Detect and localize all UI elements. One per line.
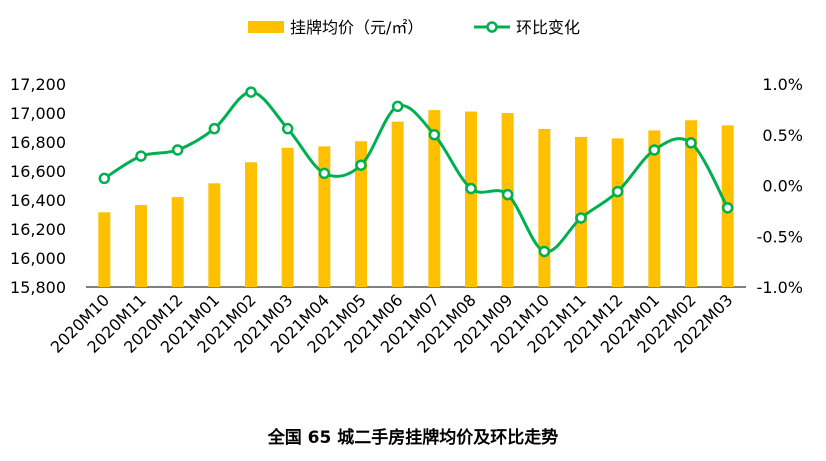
bar — [391, 121, 404, 287]
y-left-tick-label: 17,200 — [10, 75, 66, 94]
chart-title: 全国 65 城二手房挂牌均价及环比走势 — [267, 427, 559, 448]
line-marker — [538, 245, 551, 258]
line-marker — [318, 167, 331, 180]
bar — [648, 130, 661, 287]
y-right-tick-label: -0.5% — [757, 227, 803, 246]
line-marker — [208, 122, 221, 135]
bar-series — [98, 110, 734, 287]
legend-line-label: 环比变化 — [516, 18, 580, 37]
bar — [245, 162, 257, 287]
y-left-tick-label: 16,600 — [10, 162, 66, 181]
bar — [428, 110, 441, 287]
line-marker — [465, 182, 477, 195]
bar — [98, 212, 111, 287]
line-marker — [355, 159, 367, 171]
line-marker — [501, 188, 514, 201]
line-marker — [611, 185, 624, 198]
bar — [171, 197, 184, 287]
legend-bar-swatch — [248, 21, 284, 33]
line-marker — [281, 122, 294, 135]
line-marker — [721, 202, 734, 214]
y-right-tick-label: -1.0% — [757, 278, 803, 297]
line-marker — [575, 212, 587, 224]
bar — [611, 138, 624, 287]
legend-bar-label: 挂牌均价（元/㎡） — [290, 18, 423, 37]
bar — [208, 183, 221, 287]
y-left-tick-label: 16,800 — [10, 133, 66, 152]
line-marker — [98, 172, 111, 185]
bar — [355, 141, 367, 287]
legend: 挂牌均价（元/㎡） 环比变化 — [248, 18, 580, 37]
y-left-tick-label: 16,000 — [10, 249, 66, 268]
line-marker — [171, 144, 184, 156]
y-right-tick-label: 1.0% — [762, 75, 803, 94]
y-left-tick-label: 16,400 — [10, 191, 66, 210]
x-axis: 2020M102020M112020M122021M012021M022021M… — [47, 290, 737, 356]
bar — [318, 146, 331, 287]
bar — [465, 111, 477, 287]
legend-line-marker — [486, 21, 498, 33]
y-right-tick-label: 0.0% — [762, 177, 803, 196]
bar — [685, 120, 697, 287]
y-right-tick-label: 0.5% — [762, 126, 803, 145]
y-axis-right: -1.0% -0.5% 0.0% 0.5% 1.0% — [757, 75, 803, 297]
line-marker — [428, 129, 441, 141]
line-marker — [135, 150, 147, 162]
y-left-tick-label: 15,800 — [10, 278, 66, 297]
line-marker — [648, 144, 661, 156]
bar — [281, 147, 294, 287]
y-left-tick-label: 17,000 — [10, 104, 66, 123]
line-marker — [245, 86, 257, 98]
line-marker — [391, 100, 404, 113]
line-marker — [685, 137, 697, 149]
line-path — [103, 90, 729, 254]
line-series — [98, 86, 734, 258]
y-axis-left: 15,800 16,000 16,200 16,400 16,600 16,800 17,0… — [10, 75, 66, 297]
bar — [538, 128, 551, 287]
bar — [135, 205, 147, 287]
bar — [575, 136, 587, 287]
y-left-tick-label: 16,200 — [10, 220, 66, 239]
